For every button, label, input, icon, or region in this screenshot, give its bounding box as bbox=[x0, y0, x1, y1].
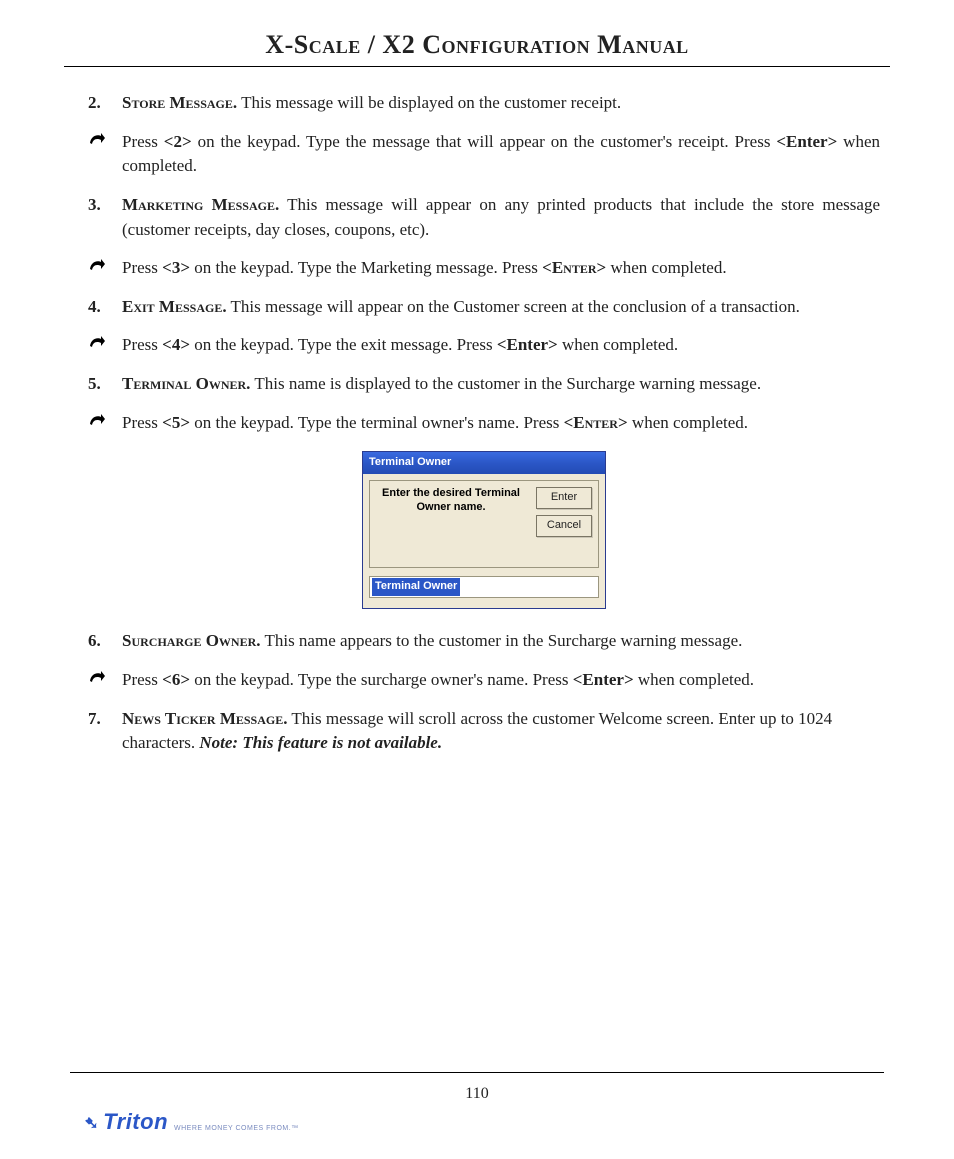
enter-button[interactable]: Enter bbox=[536, 487, 592, 509]
key-press: <5> bbox=[162, 413, 190, 432]
instruction-step: Press <2> on the keypad. Type the messag… bbox=[88, 130, 880, 179]
item-heading: Store Message. bbox=[122, 93, 237, 112]
item-text: Surcharge Owner. This name appears to th… bbox=[122, 629, 880, 654]
content-area: 2.Store Message. This message will be di… bbox=[70, 91, 884, 756]
dialog-buttons: Enter Cancel bbox=[536, 487, 592, 537]
key-press: <Enter> bbox=[542, 258, 606, 277]
arrow-right-icon bbox=[88, 412, 106, 428]
instruction-step: Press <6> on the keypad. Type the surcha… bbox=[88, 668, 880, 693]
item-text: Exit Message. This message will appear o… bbox=[122, 295, 880, 320]
dialog-titlebar: Terminal Owner bbox=[363, 452, 605, 474]
item-heading: News Ticker Message. bbox=[122, 709, 287, 728]
item-number: 5. bbox=[88, 372, 122, 397]
dialog-window: Terminal Owner Enter the desired Termina… bbox=[362, 451, 606, 609]
item-number: 6. bbox=[88, 629, 122, 654]
page: X-Scale / X2 Configuration Manual 2.Stor… bbox=[0, 0, 954, 1159]
numbered-item: 3.Marketing Message. This message will a… bbox=[88, 193, 880, 242]
arrow-right-icon bbox=[88, 131, 106, 147]
footer-rule bbox=[70, 1072, 884, 1073]
brand-logo: ➷ Triton WHERE MONEY COMES FROM.™ bbox=[84, 1109, 299, 1135]
key-press: <6> bbox=[162, 670, 190, 689]
item-text: Press <3> on the keypad. Type the Market… bbox=[122, 256, 880, 281]
header-rule bbox=[64, 66, 890, 67]
input-selected-text: Terminal Owner bbox=[372, 578, 460, 596]
item-heading: Surcharge Owner. bbox=[122, 631, 261, 650]
numbered-item: 7.News Ticker Message. This message will… bbox=[88, 707, 880, 756]
key-press: <Enter> bbox=[776, 132, 837, 151]
key-press: <Enter> bbox=[573, 670, 634, 689]
step-arrow-icon bbox=[88, 411, 122, 434]
item-text: Terminal Owner. This name is displayed t… bbox=[122, 372, 880, 397]
step-arrow-icon bbox=[88, 130, 122, 153]
key-press: <3> bbox=[162, 258, 190, 277]
instruction-step: Press <5> on the keypad. Type the termin… bbox=[88, 411, 880, 436]
item-number: 3. bbox=[88, 193, 122, 218]
item-heading: Exit Message. bbox=[122, 297, 227, 316]
instruction-step: Press <3> on the keypad. Type the Market… bbox=[88, 256, 880, 281]
manual-title: X-Scale / X2 Configuration Manual bbox=[70, 30, 884, 66]
item-note: Note: This feature is not available. bbox=[199, 733, 442, 752]
arrow-right-icon bbox=[88, 669, 106, 685]
item-number: 2. bbox=[88, 91, 122, 116]
brand-name: Triton bbox=[103, 1109, 168, 1135]
instruction-step: Press <4> on the keypad. Type the exit m… bbox=[88, 333, 880, 358]
terminal-owner-input[interactable]: Terminal Owner bbox=[369, 576, 599, 598]
item-number: 4. bbox=[88, 295, 122, 320]
step-arrow-icon bbox=[88, 333, 122, 356]
numbered-item: 6.Surcharge Owner. This name appears to … bbox=[88, 629, 880, 654]
arrow-right-icon bbox=[88, 257, 106, 273]
arrow-right-icon bbox=[88, 334, 106, 350]
brand-tagline: WHERE MONEY COMES FROM.™ bbox=[174, 1125, 299, 1135]
numbered-item: 5.Terminal Owner. This name is displayed… bbox=[88, 372, 880, 397]
numbered-item: 4.Exit Message. This message will appear… bbox=[88, 295, 880, 320]
key-press: <Enter> bbox=[564, 413, 628, 432]
terminal-owner-dialog: Terminal Owner Enter the desired Termina… bbox=[88, 451, 880, 609]
page-number: 110 bbox=[0, 1085, 954, 1103]
item-number: 7. bbox=[88, 707, 122, 732]
key-press: <2> bbox=[164, 132, 192, 151]
item-text: Press <2> on the keypad. Type the messag… bbox=[122, 130, 880, 179]
item-text: Press <6> on the keypad. Type the surcha… bbox=[122, 668, 880, 693]
step-arrow-icon bbox=[88, 256, 122, 279]
key-press: <Enter> bbox=[497, 335, 558, 354]
step-arrow-icon bbox=[88, 668, 122, 691]
cancel-button[interactable]: Cancel bbox=[536, 515, 592, 537]
item-text: News Ticker Message. This message will s… bbox=[122, 707, 880, 756]
item-text: Press <4> on the keypad. Type the exit m… bbox=[122, 333, 880, 358]
numbered-item: 2.Store Message. This message will be di… bbox=[88, 91, 880, 116]
item-heading: Marketing Message. bbox=[122, 195, 279, 214]
item-text: Store Message. This message will be disp… bbox=[122, 91, 880, 116]
dialog-upper-panel: Enter the desired Terminal Owner name. E… bbox=[369, 480, 599, 568]
dialog-message: Enter the desired Terminal Owner name. bbox=[376, 487, 526, 515]
brand-swoosh-icon: ➷ bbox=[83, 1112, 100, 1134]
item-heading: Terminal Owner. bbox=[122, 374, 250, 393]
item-text: Marketing Message. This message will app… bbox=[122, 193, 880, 242]
dialog-client-area: Enter the desired Terminal Owner name. E… bbox=[363, 474, 605, 608]
item-text: Press <5> on the keypad. Type the termin… bbox=[122, 411, 880, 436]
key-press: <4> bbox=[162, 335, 190, 354]
